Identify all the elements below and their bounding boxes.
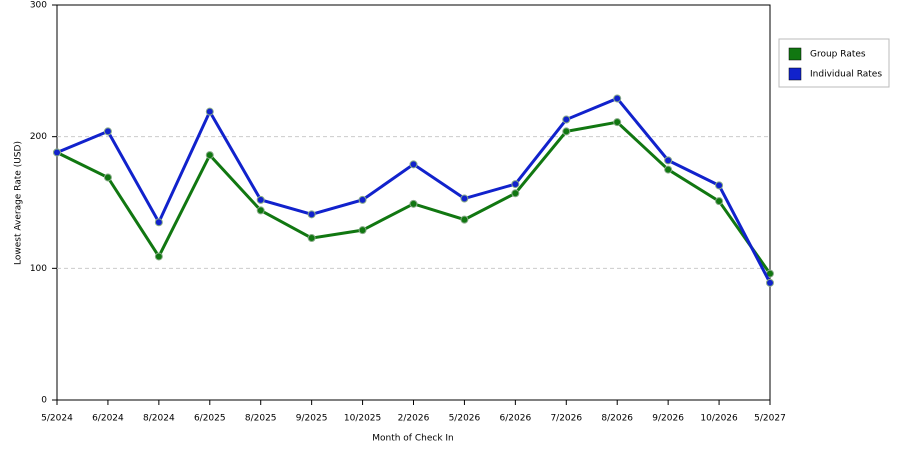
x-tick-label: 8/2026 [601, 414, 633, 424]
data-point [664, 165, 673, 174]
y-tick-label: 100 [30, 264, 47, 274]
legend-label: Individual Rates [810, 70, 882, 80]
data-point [103, 173, 112, 182]
y-tick-label: 0 [41, 396, 47, 406]
data-point [460, 215, 469, 224]
data-point [664, 156, 673, 165]
data-point [766, 278, 774, 287]
x-tick-label: 6/2026 [500, 414, 532, 424]
data-point [358, 226, 367, 235]
legend-swatch [788, 47, 802, 61]
data-point [154, 252, 163, 261]
data-point [613, 94, 622, 103]
y-axis-label: Lowest Average Rate (USD) [14, 141, 24, 265]
x-tick-label: 8/2025 [245, 414, 277, 424]
data-point [715, 197, 724, 206]
y-tick-label: 200 [30, 132, 47, 142]
data-point [307, 234, 316, 243]
legend-swatch [788, 67, 802, 81]
legend-label: Group Rates [810, 50, 866, 60]
x-tick-label: 8/2024 [143, 414, 175, 424]
data-point [562, 127, 571, 136]
data-point [53, 148, 61, 157]
x-tick-label: 6/2025 [194, 414, 226, 424]
x-tick-label: 6/2024 [92, 414, 124, 424]
data-point [715, 181, 724, 190]
data-point [460, 194, 469, 203]
data-point [613, 118, 622, 127]
y-tick-label: 300 [30, 1, 47, 11]
data-point [562, 115, 571, 124]
x-axis-label: Month of Check In [372, 434, 454, 444]
data-point [358, 195, 367, 204]
x-tick-label: 5/2024 [41, 414, 73, 424]
x-tick-label: 9/2026 [652, 414, 684, 424]
data-point [511, 180, 520, 189]
data-point [409, 160, 418, 169]
data-point [307, 210, 316, 219]
data-point [256, 206, 265, 215]
x-tick-label: 5/2026 [449, 414, 481, 424]
data-point [205, 107, 214, 116]
data-point [103, 127, 112, 136]
data-point [205, 151, 214, 160]
data-point [256, 195, 265, 204]
x-tick-label: 2/2026 [398, 414, 430, 424]
data-point [409, 199, 418, 208]
x-tick-label: 9/2025 [296, 414, 328, 424]
x-tick-label: 7/2026 [550, 414, 582, 424]
x-tick-label: 10/2025 [344, 414, 381, 424]
data-point [511, 189, 520, 198]
x-tick-label: 5/2027 [754, 414, 786, 424]
data-point [154, 218, 163, 227]
x-tick-label: 10/2026 [700, 414, 738, 424]
